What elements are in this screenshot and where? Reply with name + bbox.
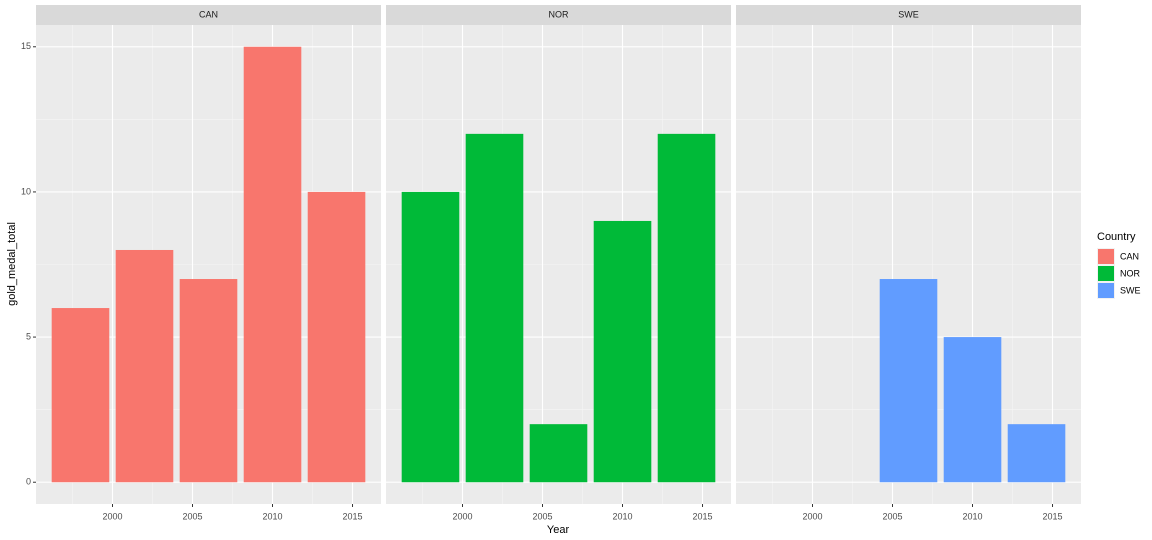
bar [529,424,588,483]
x-tick-label: 2010 [262,511,282,521]
y-tick-label: 15 [21,41,31,51]
x-tick-label: 2015 [1043,511,1063,521]
bar [51,308,110,483]
bar [1007,424,1066,483]
x-tick-label: 2005 [182,511,202,521]
bar [879,279,938,483]
y-tick-label: 10 [21,186,31,196]
y-tick-label: 5 [26,331,31,341]
x-tick-label: 2005 [532,511,552,521]
x-tick-label: 2010 [962,511,982,521]
bar [179,279,238,483]
x-axis-title: Year [547,524,570,536]
legend-key [1098,266,1114,281]
x-tick-label: 2005 [882,511,902,521]
bar [115,249,174,483]
x-tick-label: 2015 [343,511,363,521]
bar [465,133,524,483]
y-tick-label: 0 [26,477,31,487]
strip-background [736,5,1081,25]
strip-label: SWE [898,9,919,19]
x-tick-label: 2000 [452,511,472,521]
strip-background [386,5,731,25]
bar [307,191,366,483]
strip-label: NOR [549,9,570,19]
strip-background [36,5,381,25]
legend-label: CAN [1120,251,1139,261]
x-tick-label: 2000 [802,511,822,521]
bar [943,337,1002,483]
legend-title: Country [1097,231,1136,243]
bar [593,220,652,483]
x-tick-label: 2000 [102,511,122,521]
strip-label: CAN [199,9,218,19]
x-tick-label: 2010 [612,511,632,521]
bar [243,46,302,483]
y-axis-title: gold_medal_total [6,222,18,306]
bar [657,133,716,483]
legend-label: NOR [1120,268,1141,278]
legend-key [1098,283,1114,298]
x-tick-label: 2015 [693,511,713,521]
legend-label: SWE [1120,285,1141,295]
bar [401,191,460,483]
legend-key [1098,249,1114,264]
